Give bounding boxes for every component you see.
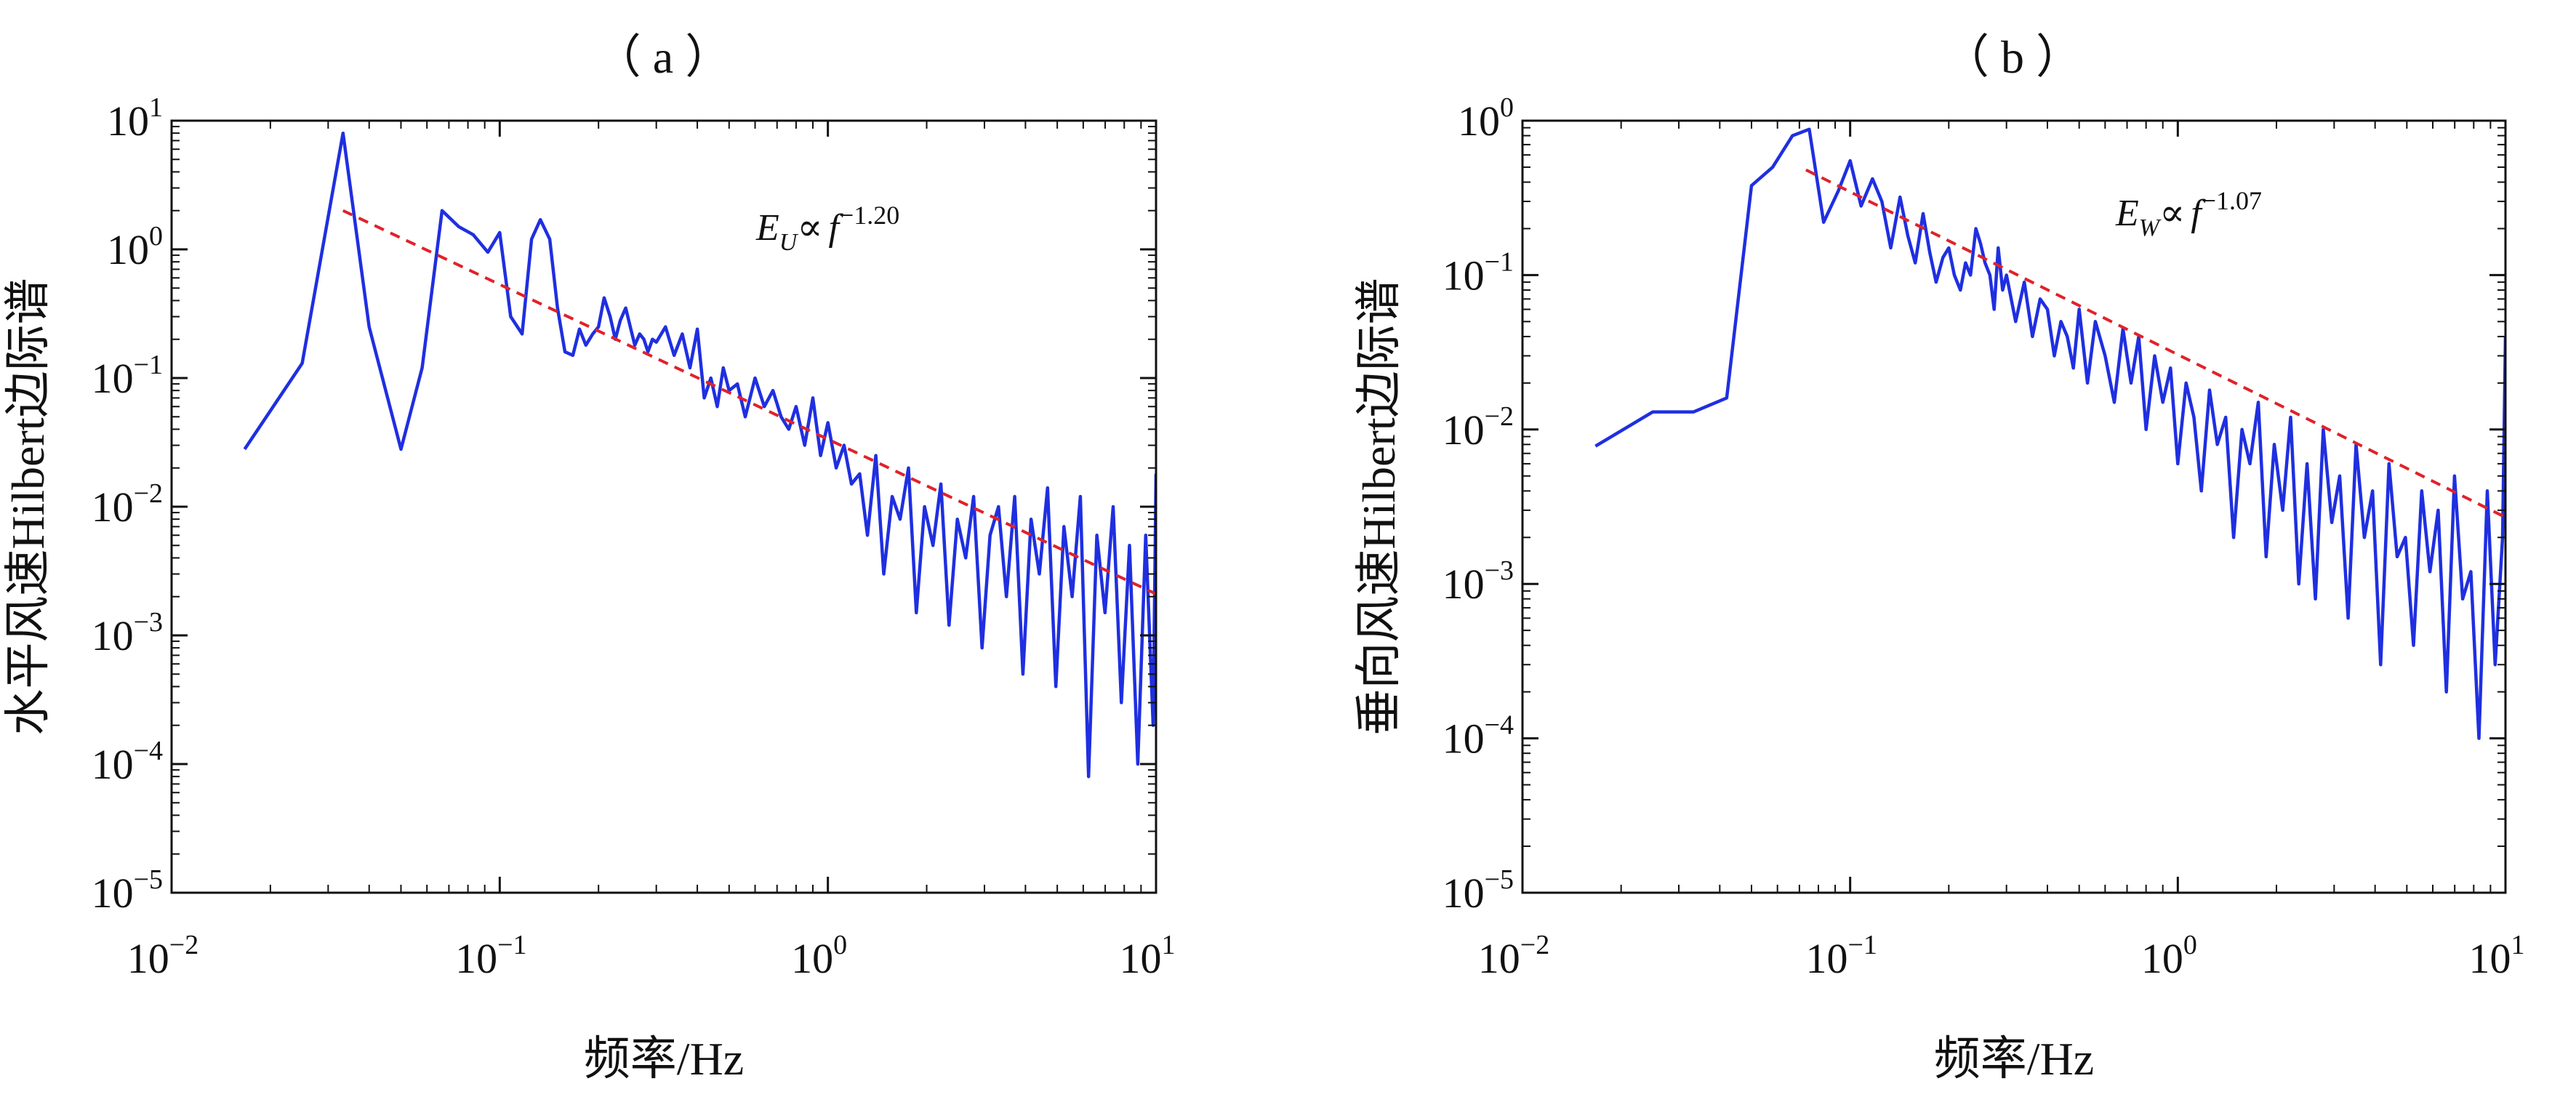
- y-tick-label: 10−5: [1443, 864, 1514, 917]
- chart-panel-b: （ b ） 100 10−1 10−2 10−3 10−4 10−5 10−2 10−1 100 1…: [1353, 31, 2525, 1085]
- x-axis-label: 频率/Hz: [1934, 1033, 2094, 1085]
- y-tick-label: 100: [107, 221, 163, 273]
- power-law-annotation: EU∝ f−1.20: [755, 201, 899, 256]
- x-tick-label: 101: [1120, 930, 1176, 982]
- x-tick-label: 101: [2469, 930, 2525, 982]
- x-axis-label: 频率/Hz: [584, 1033, 744, 1085]
- y-axis-label: 垂向风速Hilbert边际谱: [1353, 278, 1405, 735]
- panel-title: （ a ）: [595, 31, 731, 83]
- x-tick-label: 10−1: [1805, 930, 1877, 982]
- chart-panel-a: （ a ） 101 100 10−1 10−2 10−3 10−4 10−5 10−2 10−1 1…: [2, 31, 1176, 1085]
- power-law-annotation: EW∝ f−1.07: [2115, 186, 2262, 241]
- plot-frame: [170, 119, 1157, 894]
- x-tick-label: 100: [791, 930, 847, 982]
- y-tick-label: 10−2: [92, 478, 163, 531]
- spectrum-line: [1594, 127, 2505, 740]
- y-tick-label: 10−3: [92, 607, 163, 659]
- x-tick-label: 10−2: [127, 930, 198, 982]
- x-tick-label: 100: [2141, 930, 2197, 982]
- fit-line: [1805, 168, 2505, 519]
- plot-frame: [1521, 119, 2507, 894]
- y-tick-label: 100: [1458, 92, 1514, 145]
- y-tick-label: 10−2: [1443, 401, 1514, 454]
- y-tick-label: 10−5: [92, 864, 163, 917]
- y-tick-label: 10−1: [1443, 246, 1514, 299]
- y-axis-label: 水平风速Hilbert边际谱: [2, 278, 54, 735]
- x-tick-label: 10−1: [455, 930, 526, 982]
- y-tick-label: 101: [107, 92, 163, 145]
- y-tick-label: 10−4: [92, 736, 163, 788]
- y-tick-label: 10−4: [1443, 710, 1514, 763]
- y-tick-label: 10−3: [1443, 555, 1514, 608]
- x-tick-label: 10−2: [1478, 930, 1549, 982]
- spectrum-line: [243, 131, 1156, 779]
- panel-title: （ b ）: [1943, 31, 2082, 83]
- y-tick-label: 10−1: [92, 350, 163, 402]
